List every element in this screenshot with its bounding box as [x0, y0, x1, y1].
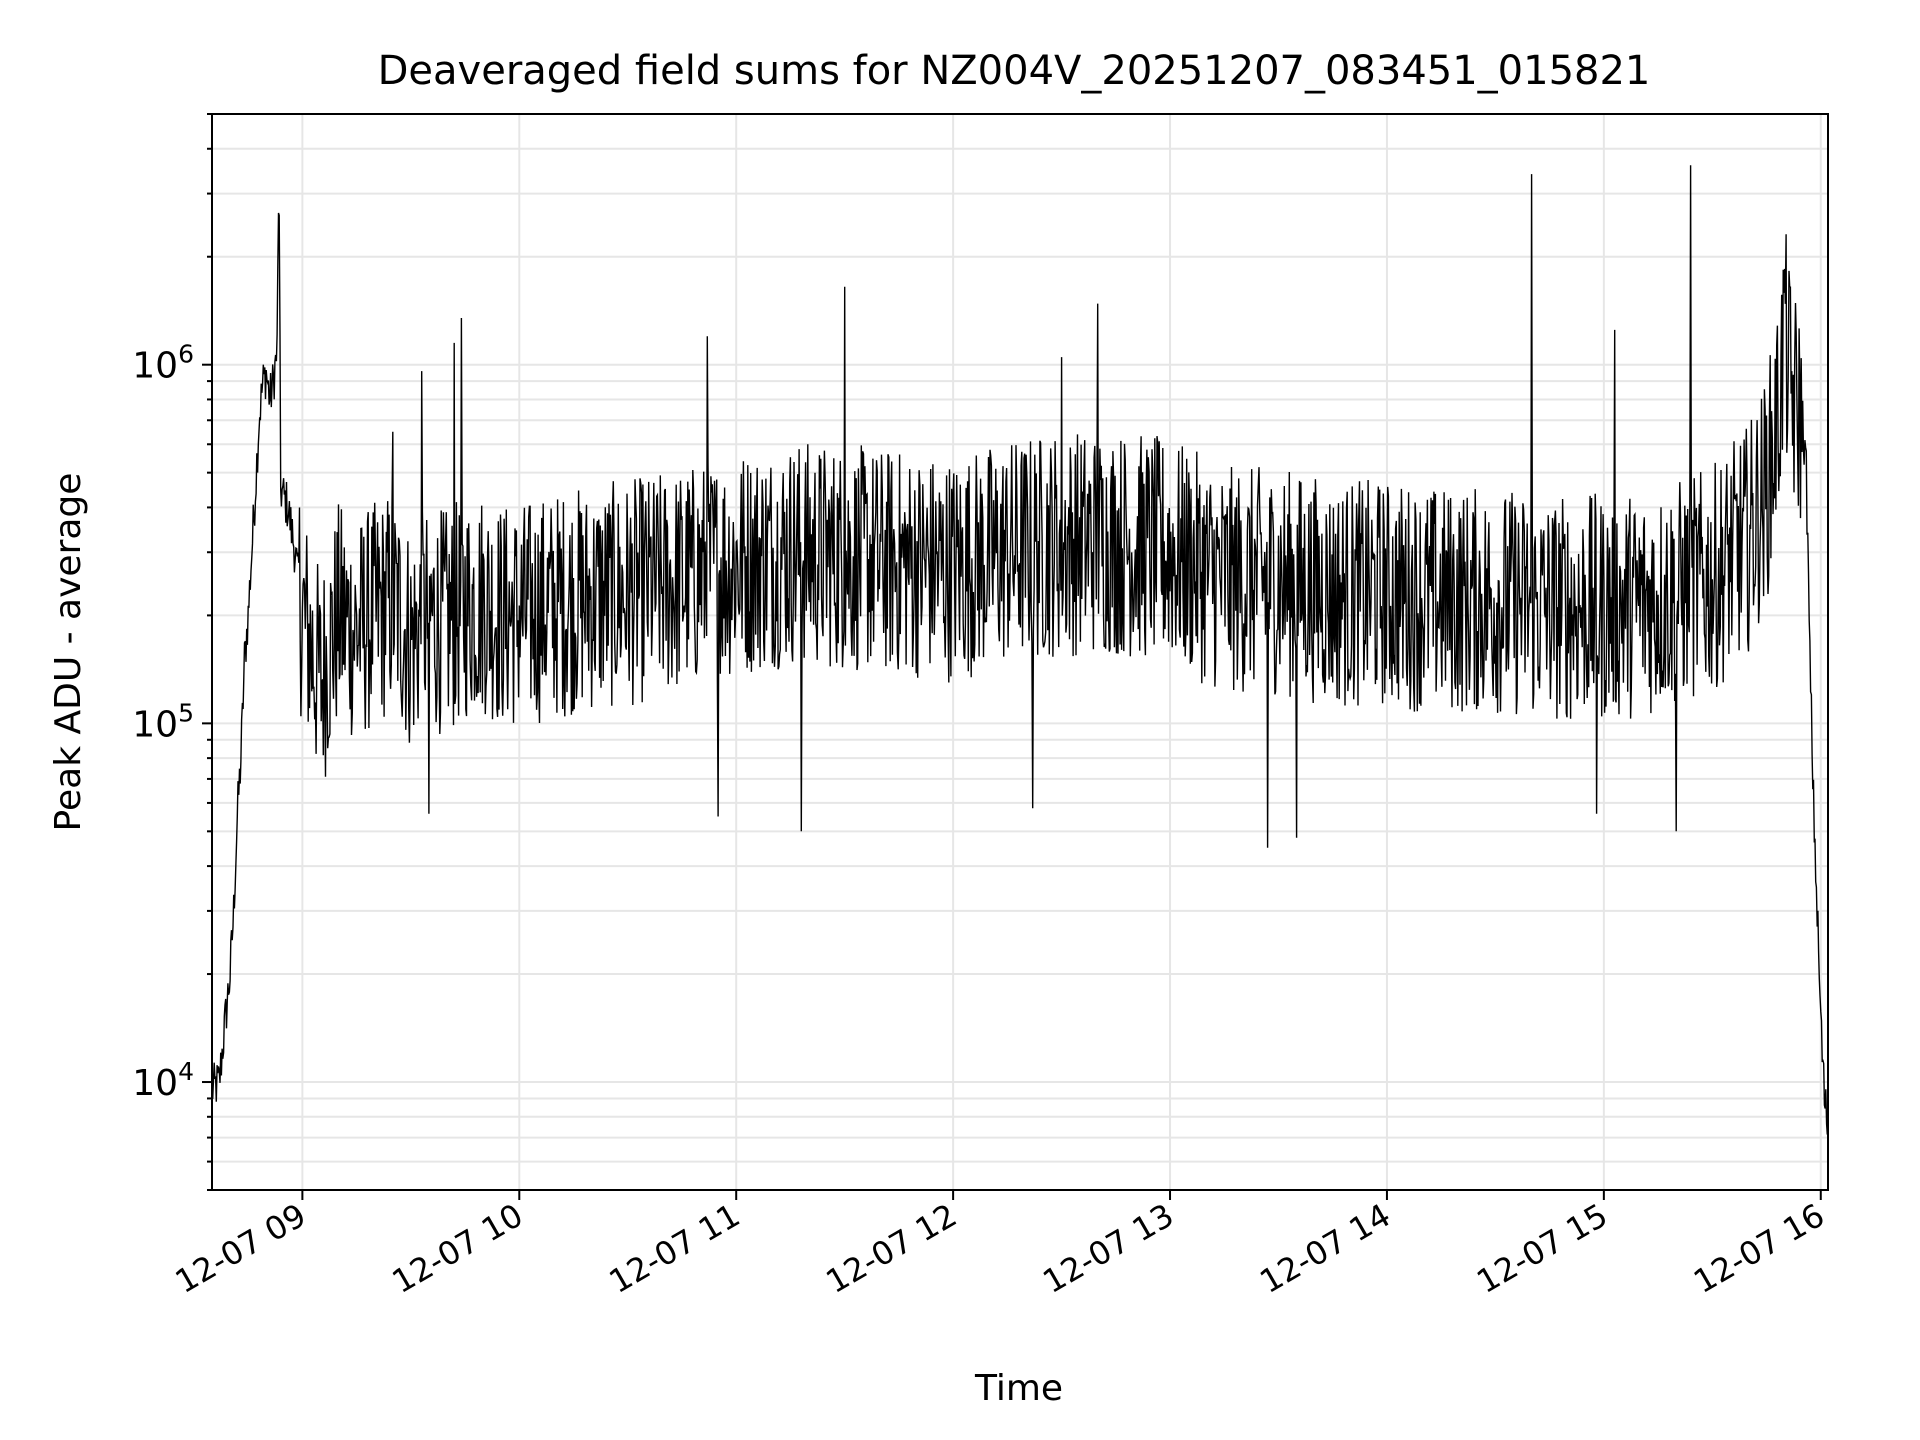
- x-axis-label: Time: [974, 1368, 1063, 1409]
- y-tick-label: 104: [132, 1057, 194, 1104]
- y-tick-label: 106: [132, 340, 194, 387]
- y-axis-label: Peak ADU - average: [48, 473, 89, 832]
- plot-frame: [211, 113, 1829, 1191]
- y-tick-label: 105: [132, 698, 194, 745]
- series-line: [211, 165, 1828, 1135]
- series-line-group: [211, 165, 1828, 1135]
- chart-title: Deaveraged field sums for NZ004V_2025120…: [378, 48, 1651, 94]
- y-axis: 104 105 106: [132, 113, 212, 1191]
